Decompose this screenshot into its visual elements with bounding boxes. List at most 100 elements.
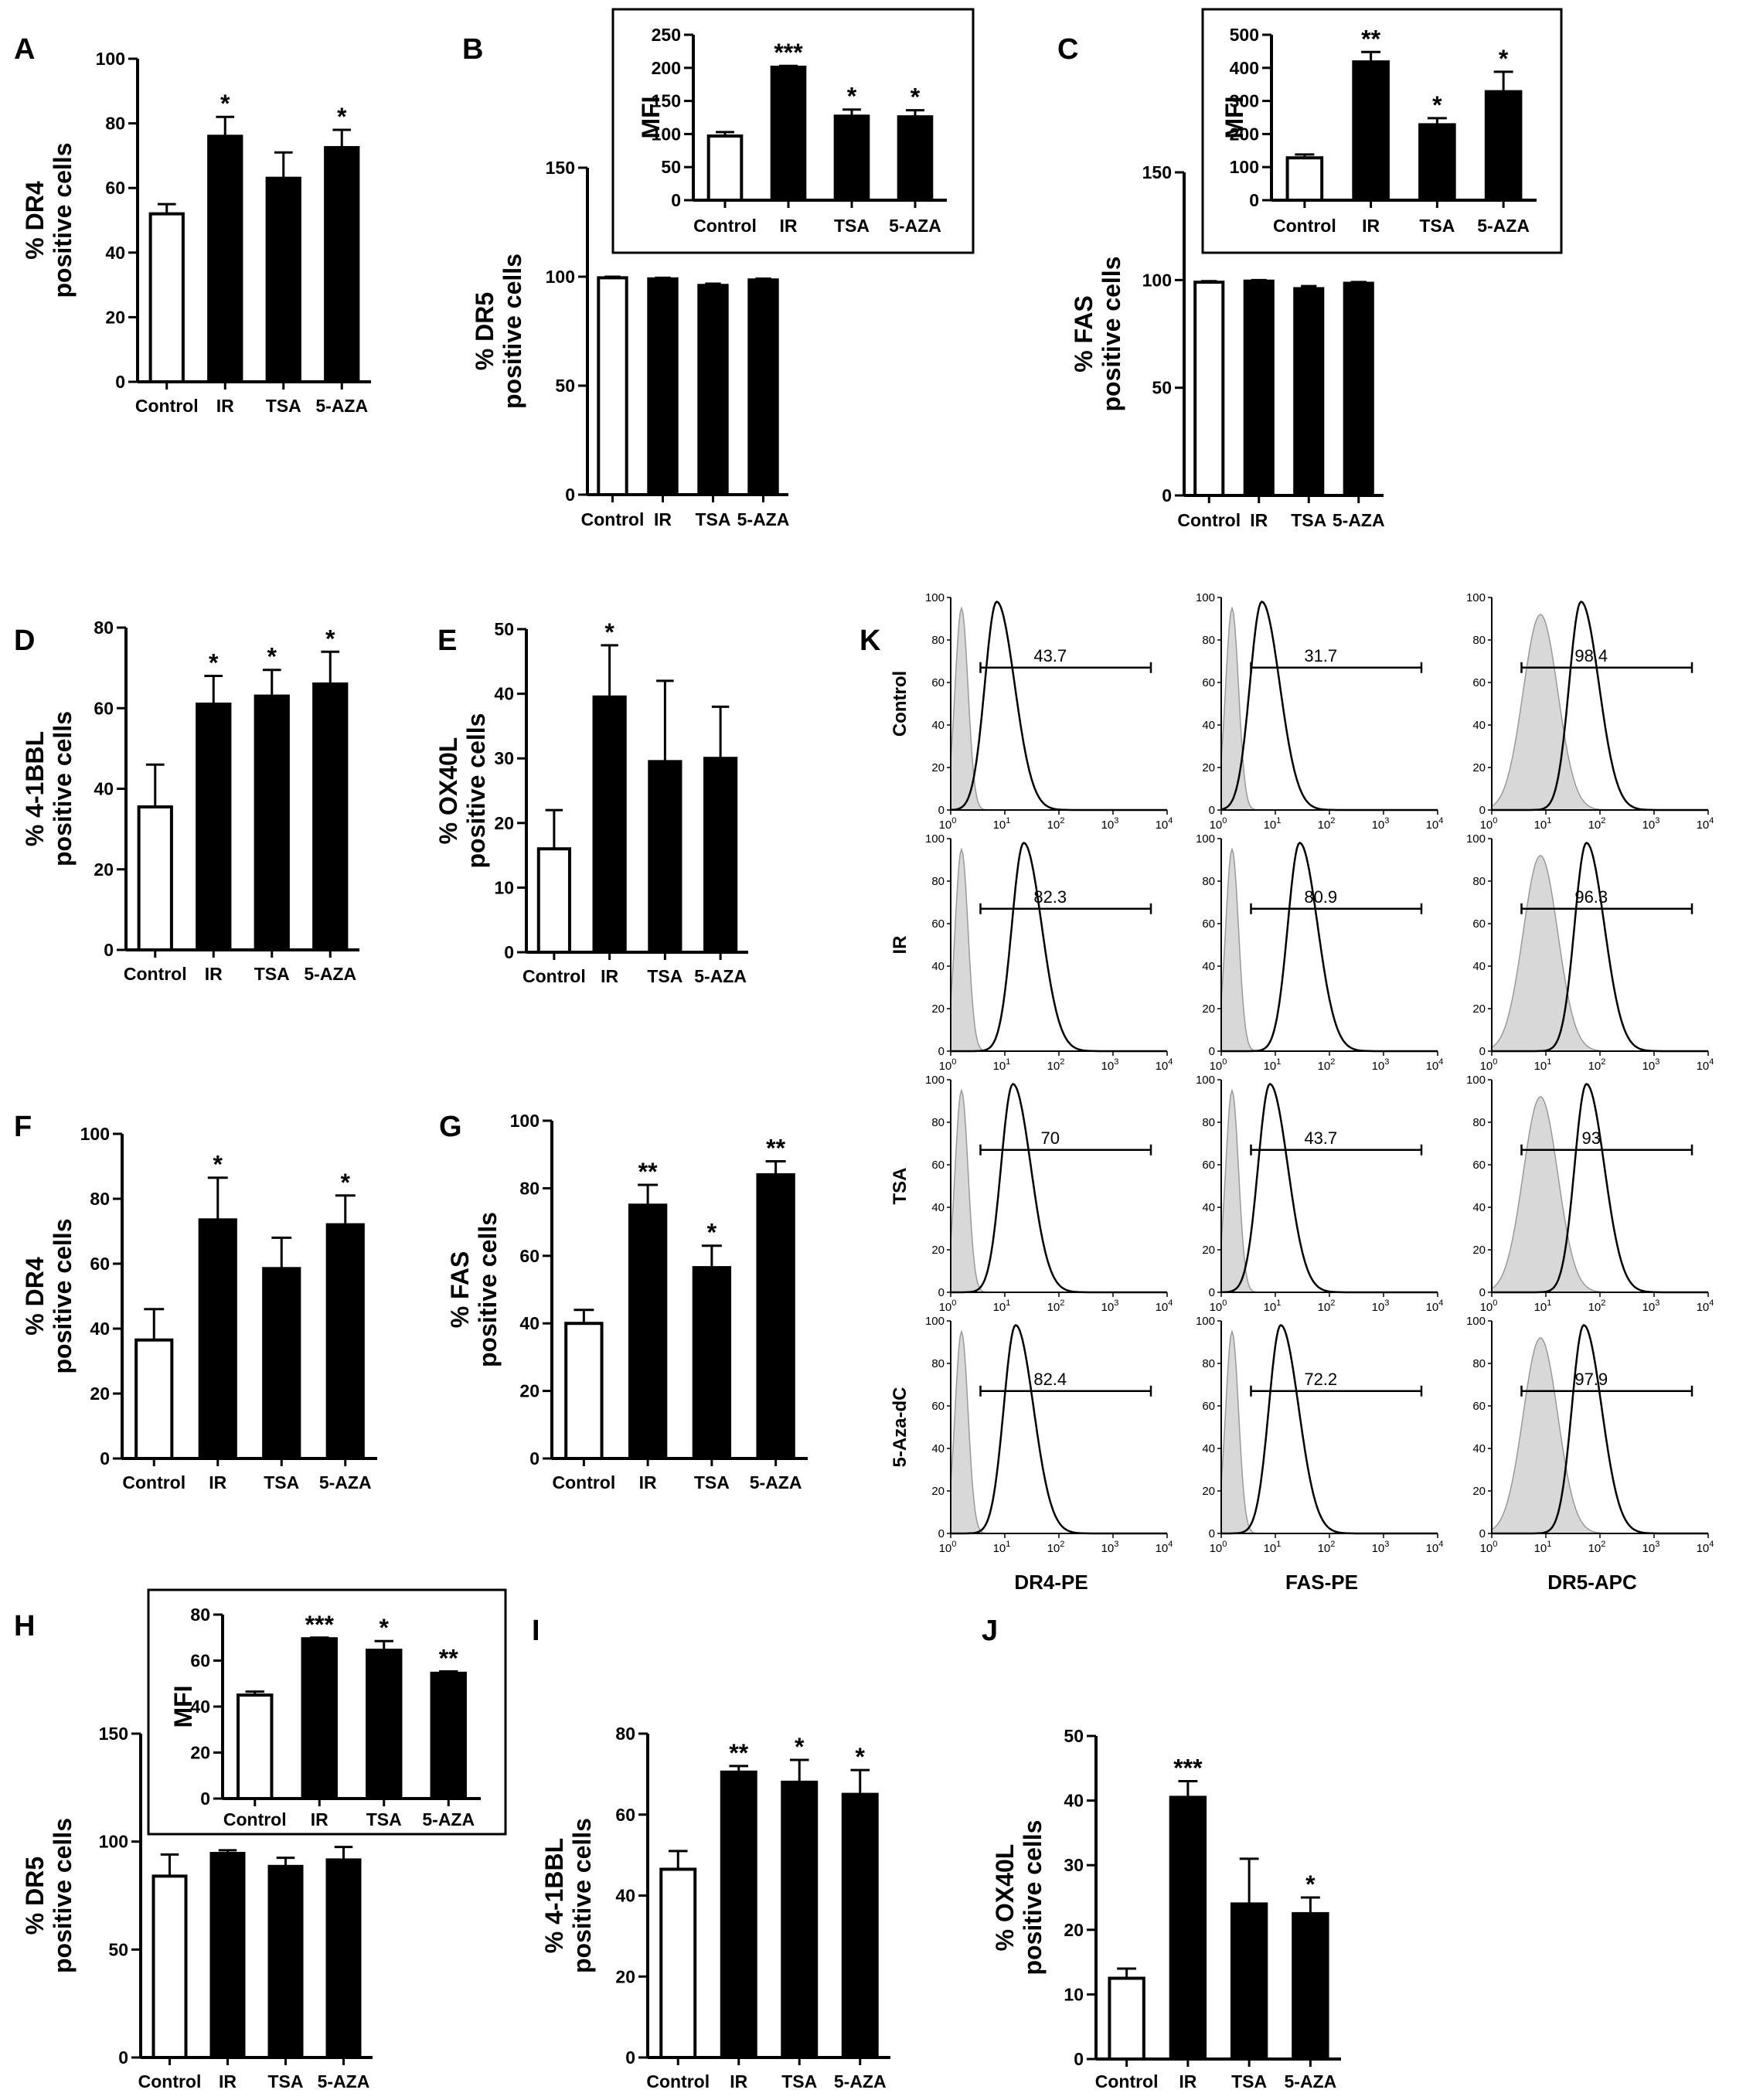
histogram-y-tick-label: 0 [1479, 804, 1486, 817]
f-y-label: positive cells [49, 1219, 77, 1374]
a-bar [207, 134, 243, 383]
histogram-y-tick-label: 20 [1472, 1485, 1486, 1498]
a-significance-label: * [337, 103, 347, 131]
inset-h-significance-label: *** [305, 1611, 335, 1639]
i-x-tick-label: TSA [781, 2071, 817, 2091]
histogram-x-tick-label: 104 [1156, 1057, 1173, 1073]
j-y-tick-label: 40 [1064, 1791, 1084, 1811]
histogram-x-tick-label: 102 [1588, 816, 1606, 832]
b-y-tick-label: 50 [555, 376, 575, 396]
histogram-x-tick-label: 103 [1642, 1540, 1660, 1555]
f-x-tick-label: 5-AZA [319, 1472, 372, 1492]
f-bar [325, 1223, 365, 1460]
histogram-y-tick-label: 100 [925, 591, 945, 604]
h-x-tick-label: IR [219, 2071, 237, 2091]
e-x-tick-label: Control [522, 966, 586, 986]
histogram-y-tick-label: 40 [931, 960, 945, 973]
histogram-y-tick-label: 80 [1202, 875, 1215, 888]
i-y-label: % 4-1BBL [540, 1838, 568, 1953]
histogram-y-tick-label: 60 [931, 917, 945, 931]
histogram-x-tick-label: 100 [1210, 1540, 1227, 1555]
inset-h-x-tick-label: TSA [366, 1809, 402, 1829]
h-bar [267, 1864, 304, 2060]
inset-b-x-tick-label: Control [693, 216, 757, 236]
e-y-label: % OX40L [434, 737, 462, 845]
histogram-x-tick-label: 101 [993, 1540, 1011, 1555]
d-x-tick-label: TSA [254, 964, 290, 984]
gate-percentage: 31.7 [1304, 646, 1337, 665]
isotype-histogram [1220, 1329, 1438, 1534]
c-x-tick-label: TSA [1291, 510, 1326, 530]
panel-label-f: F [14, 1111, 32, 1143]
g-y-tick-label: 60 [519, 1246, 540, 1266]
histogram-y-tick-label: 60 [931, 1400, 945, 1413]
j-y-tick-label: 0 [1074, 2049, 1084, 2069]
g-bar [692, 1266, 732, 1460]
g-x-tick-label: IR [639, 1472, 657, 1492]
j-x-tick-label: 5-AZA [1285, 2071, 1337, 2091]
isotype-histogram [950, 1329, 1167, 1534]
j-significance-label: * [1305, 1870, 1316, 1898]
b-bar [747, 278, 779, 496]
d-y-tick-label: 20 [94, 859, 114, 880]
stained-histogram [1221, 1083, 1438, 1294]
d-x-tick-label: IR [205, 964, 223, 984]
inset-h-bar [366, 1649, 403, 1801]
inset-h-bar [301, 1637, 338, 1801]
g-y-tick-label: 20 [519, 1381, 540, 1401]
histogram-y-tick-label: 0 [1209, 1045, 1215, 1058]
g-x-tick-label: TSA [694, 1472, 730, 1492]
histogram-y-tick-label: 40 [931, 719, 945, 732]
c-y-tick-label: 100 [1142, 270, 1172, 290]
inset-c-bar [1285, 156, 1324, 203]
histogram-y-tick-label: 20 [1202, 1002, 1215, 1016]
inset-b-x-tick-label: IR [780, 216, 798, 236]
histogram-y-tick-label: 0 [1479, 1527, 1486, 1540]
d-x-tick-label: 5-AZA [304, 964, 356, 984]
histogram-x-tick-label: 101 [993, 1057, 1011, 1073]
inset-h-y-tick-label: 40 [190, 1697, 210, 1717]
histogram-x-tick-label: 104 [1156, 1298, 1173, 1314]
panel-label-b: B [462, 33, 483, 66]
histogram-x-tick-label: 104 [1697, 1540, 1714, 1555]
histogram-x-tick-label: 101 [1534, 1298, 1552, 1314]
histogram-y-tick-label: 40 [1472, 960, 1486, 973]
inset-b-significance-label: * [847, 83, 857, 111]
inset-c-y-tick-label: 400 [1230, 58, 1259, 78]
histogram-y-tick-label: 20 [1472, 761, 1486, 774]
f-significance-label: * [341, 1169, 351, 1196]
histogram-x-tick-label: 101 [1264, 1057, 1282, 1073]
i-x-tick-label: IR [730, 2071, 747, 2091]
f-y-tick-label: 100 [80, 1124, 110, 1144]
j-bar [1108, 1976, 1145, 2061]
g-bar [628, 1203, 668, 1460]
a-x-tick-label: IR [216, 396, 234, 416]
histogram-y-tick-label: 80 [1202, 1357, 1215, 1370]
g-x-tick-label: Control [552, 1472, 615, 1492]
histogram-y-tick-label: 0 [938, 1286, 945, 1299]
histogram-column-label: DR4-PE [1014, 1571, 1088, 1594]
e-y-tick-label: 40 [494, 684, 514, 704]
a-y-tick-label: 80 [105, 114, 125, 134]
a-y-tick-label: 20 [105, 307, 125, 327]
histogram-x-tick-label: 104 [1426, 1540, 1444, 1555]
d-bar [137, 805, 173, 952]
histogram-y-tick-label: 20 [1202, 761, 1215, 774]
c-bar [1193, 281, 1225, 497]
histogram-x-tick-label: 101 [1534, 1057, 1552, 1073]
i-y-tick-label: 40 [615, 1886, 635, 1906]
j-x-tick-label: TSA [1231, 2071, 1267, 2091]
a-significance-label: * [220, 90, 230, 117]
g-significance-label: ** [638, 1158, 658, 1186]
i-y-tick-label: 0 [625, 2047, 635, 2068]
g-significance-label: ** [766, 1134, 785, 1162]
histogram-y-tick-label: 60 [1472, 1159, 1486, 1172]
inset-b-bar [833, 114, 870, 202]
gate-percentage: 97.9 [1574, 1370, 1608, 1389]
h-y-tick-label: 0 [118, 2047, 128, 2068]
row-label: 5-Aza-dC [890, 1387, 911, 1467]
isotype-histogram [1491, 855, 1708, 1052]
histogram-x-tick-label: 101 [1264, 816, 1282, 832]
inset-h-bar [237, 1693, 274, 1800]
g-y-tick-label: 100 [510, 1111, 540, 1131]
